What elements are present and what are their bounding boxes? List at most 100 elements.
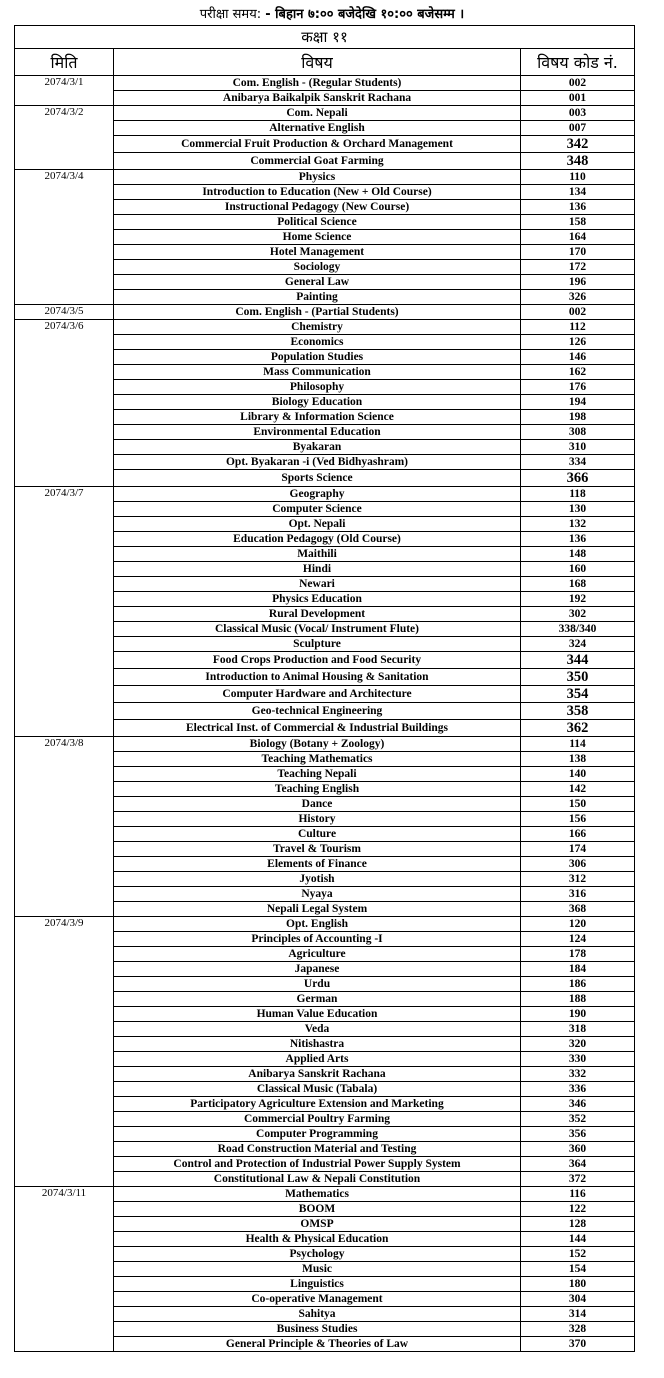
subject-name: Computer Hardware and Architecture	[113, 685, 521, 703]
subject-code: 326	[520, 289, 635, 305]
subject-name: Opt. English	[113, 916, 521, 932]
table-row: 2074/3/2 Com. Nepali 003	[14, 105, 635, 170]
exam-date: 2074/3/6	[14, 319, 114, 487]
exam-time: परीक्षा समय: - बिहान ७:०० बजेदेखि १०:०० …	[0, 4, 664, 22]
subject-name: Introduction to Education (New + Old Cou…	[113, 184, 521, 200]
column-header-date: मिति	[14, 48, 114, 76]
subject-name: Human Value Education	[113, 1006, 521, 1022]
subject-name: Sociology	[113, 259, 521, 275]
subject-code: 160	[520, 561, 635, 577]
subject-name: Health & Physical Education	[113, 1231, 521, 1247]
subject-code: 110	[520, 169, 635, 185]
subject-name: Home Science	[113, 229, 521, 245]
subject-name: Control and Protection of Industrial Pow…	[113, 1156, 521, 1172]
subject-name: Introduction to Animal Housing & Sanitat…	[113, 668, 521, 686]
table-row: BOOM 122	[15, 1201, 635, 1217]
subject-name: Commercial Goat Farming	[113, 152, 521, 170]
table-row: General Law 196	[15, 274, 635, 290]
exam-date: 2074/3/4	[14, 169, 114, 305]
subject-code: 344	[520, 651, 635, 669]
subject-code: 370	[520, 1336, 635, 1352]
subject-code: 132	[520, 516, 635, 532]
subject-name: Painting	[113, 289, 521, 305]
subject-name: Opt. Byakaran -i (Ved Bidhyashram)	[113, 454, 521, 470]
subject-code: 310	[520, 439, 635, 455]
table-row: Music 154	[15, 1261, 635, 1277]
subject-name: Economics	[113, 334, 521, 350]
subject-code: 118	[520, 486, 635, 502]
subject-name: Co-operative Management	[113, 1291, 521, 1307]
table-row: Business Studies 328	[15, 1321, 635, 1337]
table-row: Education Pedagogy (Old Course) 136	[15, 531, 635, 547]
subject-name: Rural Development	[113, 606, 521, 622]
table-row: Library & Information Science 198	[15, 409, 635, 425]
subject-name: Newari	[113, 576, 521, 592]
subject-code: 332	[520, 1066, 635, 1082]
subject-code: 136	[520, 199, 635, 215]
column-header-code: विषय कोड नं.	[520, 48, 635, 76]
subject-code: 302	[520, 606, 635, 622]
subject-name: Mathematics	[113, 1186, 521, 1202]
subject-name: Biology (Botany + Zoology)	[113, 736, 521, 752]
subject-name: BOOM	[113, 1201, 521, 1217]
subject-code: 178	[520, 946, 635, 962]
subject-name: Urdu	[113, 976, 521, 992]
exam-schedule-table: कक्षा ११ मिति विषय विषय कोड नं. 2074/3/1…	[14, 25, 635, 1352]
subject-name: History	[113, 811, 521, 827]
table-row: 2074/3/8 Biology (Botany + Zoology) 114	[14, 736, 635, 917]
subject-code: 166	[520, 826, 635, 842]
subject-name: Participatory Agriculture Extension and …	[113, 1096, 521, 1112]
subject-name: Sports Science	[113, 469, 521, 487]
subject-code: 304	[520, 1291, 635, 1307]
exam-date: 2074/3/8	[14, 736, 114, 917]
subject-code: 001	[520, 90, 635, 106]
subject-code: 194	[520, 394, 635, 410]
subject-name: Political Science	[113, 214, 521, 230]
subject-code: 314	[520, 1306, 635, 1322]
subject-code: 114	[520, 736, 635, 752]
subject-code: 186	[520, 976, 635, 992]
subject-name: Culture	[113, 826, 521, 842]
subject-code: 352	[520, 1111, 635, 1127]
subject-name: Dance	[113, 796, 521, 812]
subject-code: 120	[520, 916, 635, 932]
table-row: Rural Development 302	[15, 606, 635, 622]
subject-code: 320	[520, 1036, 635, 1052]
subject-name: Elements of Finance	[113, 856, 521, 872]
subject-code: 318	[520, 1021, 635, 1037]
subject-name: Classical Music (Tabala)	[113, 1081, 521, 1097]
subject-name: Sahitya	[113, 1306, 521, 1322]
exam-date: 2074/3/7	[14, 486, 114, 737]
subject-code: 362	[520, 719, 635, 737]
subject-name: Environmental Education	[113, 424, 521, 440]
subject-code: 148	[520, 546, 635, 562]
subject-name: Music	[113, 1261, 521, 1277]
subject-name: Road Construction Material and Testing	[113, 1141, 521, 1157]
table-row: 2074/3/9 Opt. English 120	[14, 916, 635, 1187]
table-row: Introduction to Animal Housing & Sanitat…	[15, 668, 635, 686]
table-row: Economics 126	[15, 334, 635, 350]
subject-name: OMSP	[113, 1216, 521, 1232]
subject-code: 164	[520, 229, 635, 245]
schedule-body: 2074/3/1 Com. English - (Regular Students…	[14, 75, 635, 1352]
subject-name: Nitishastra	[113, 1036, 521, 1052]
subject-name: Computer Programming	[113, 1126, 521, 1142]
table-row: Jyotish 312	[15, 871, 635, 887]
table-row: 2074/3/11 Mathematics 116	[14, 1186, 635, 1352]
subject-code: 336	[520, 1081, 635, 1097]
subject-name: Mass Communication	[113, 364, 521, 380]
subject-name: Alternative English	[113, 120, 521, 136]
table-row: Sociology 172	[15, 259, 635, 275]
subject-code: 180	[520, 1276, 635, 1292]
subject-code: 188	[520, 991, 635, 1007]
subject-code: 174	[520, 841, 635, 857]
subject-code: 124	[520, 931, 635, 947]
subject-name: Business Studies	[113, 1321, 521, 1337]
subject-code: 192	[520, 591, 635, 607]
class-title: कक्षा ११	[14, 25, 635, 49]
subject-name: Nyaya	[113, 886, 521, 902]
subject-code: 372	[520, 1171, 635, 1187]
subject-name: Computer Science	[113, 501, 521, 517]
table-row: 2074/3/1 Com. English - (Regular Students…	[14, 75, 635, 106]
subject-code: 196	[520, 274, 635, 290]
